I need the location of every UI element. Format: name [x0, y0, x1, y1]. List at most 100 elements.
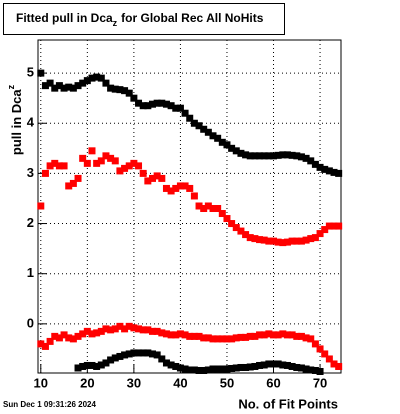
marker — [111, 85, 119, 93]
marker — [41, 342, 49, 350]
marker — [297, 332, 305, 340]
marker — [121, 164, 129, 172]
marker — [167, 187, 175, 195]
marker — [51, 84, 59, 92]
marker — [167, 361, 175, 369]
marker — [93, 362, 101, 370]
marker — [293, 237, 301, 245]
marker — [283, 238, 291, 246]
marker — [246, 363, 254, 371]
marker — [111, 157, 119, 165]
marker — [302, 365, 310, 373]
marker — [228, 220, 236, 228]
marker — [302, 154, 310, 162]
marker — [260, 331, 268, 339]
marker — [135, 162, 143, 170]
marker — [330, 168, 338, 176]
marker — [316, 230, 324, 238]
marker — [116, 352, 124, 360]
marker — [246, 152, 254, 160]
y-axis-label: pull in Dcaz — [6, 84, 24, 155]
marker — [172, 331, 180, 339]
marker — [325, 355, 333, 363]
marker — [144, 177, 152, 185]
marker — [242, 363, 250, 371]
y-label-sub: z — [6, 84, 16, 89]
y-tick-label: 1 — [27, 265, 34, 280]
marker — [79, 79, 87, 87]
marker — [256, 331, 264, 339]
marker — [297, 237, 305, 245]
marker — [65, 182, 73, 190]
marker — [148, 100, 156, 108]
y-tick-label: 3 — [27, 165, 34, 180]
marker — [162, 100, 170, 108]
marker — [111, 325, 119, 333]
marker — [41, 82, 49, 90]
marker — [60, 162, 68, 170]
marker — [148, 327, 156, 335]
marker — [209, 205, 217, 213]
marker — [204, 334, 212, 342]
marker — [51, 332, 59, 340]
marker — [311, 366, 319, 374]
x-tick-label: 50 — [220, 375, 234, 390]
marker — [204, 128, 212, 136]
marker — [311, 340, 319, 348]
marker — [200, 334, 208, 342]
marker — [293, 363, 301, 371]
marker — [297, 153, 305, 161]
marker — [316, 345, 324, 353]
marker — [139, 102, 147, 110]
marker — [279, 361, 287, 369]
marker — [97, 74, 105, 82]
marker — [251, 332, 259, 340]
marker — [144, 326, 152, 334]
marker — [74, 364, 82, 372]
marker — [41, 169, 49, 177]
marker — [311, 234, 319, 242]
marker — [246, 332, 254, 340]
x-tick-label: 40 — [173, 375, 187, 390]
marker — [204, 202, 212, 210]
marker — [260, 152, 268, 160]
marker — [125, 162, 133, 170]
marker — [251, 152, 259, 160]
marker — [209, 132, 217, 140]
marker — [307, 366, 315, 374]
marker — [102, 325, 110, 333]
marker — [125, 322, 133, 330]
marker — [307, 157, 315, 165]
marker — [60, 84, 68, 92]
marker — [302, 236, 310, 244]
marker — [88, 361, 96, 369]
marker — [214, 205, 222, 213]
marker — [288, 331, 296, 339]
marker — [195, 332, 203, 340]
marker — [167, 102, 175, 110]
marker — [200, 366, 208, 374]
marker — [195, 366, 203, 374]
marker — [135, 99, 143, 107]
marker — [321, 165, 329, 173]
marker — [158, 174, 166, 182]
marker — [325, 167, 333, 175]
marker — [256, 361, 264, 369]
marker — [270, 237, 278, 245]
marker — [139, 326, 147, 334]
marker — [69, 179, 77, 187]
marker — [232, 334, 240, 342]
y-label-main: pull in Dca — [9, 89, 24, 156]
marker — [265, 152, 273, 160]
marker — [121, 325, 129, 333]
marker — [107, 154, 115, 162]
marker — [130, 324, 138, 332]
marker — [232, 364, 240, 372]
marker — [172, 184, 180, 192]
title-rest: for Global Rec All NoHits — [121, 11, 264, 25]
marker — [246, 234, 254, 242]
marker — [232, 147, 240, 155]
x-tick-label: 70 — [313, 375, 327, 390]
marker — [148, 350, 156, 358]
y-tick-label: 2 — [27, 215, 34, 230]
